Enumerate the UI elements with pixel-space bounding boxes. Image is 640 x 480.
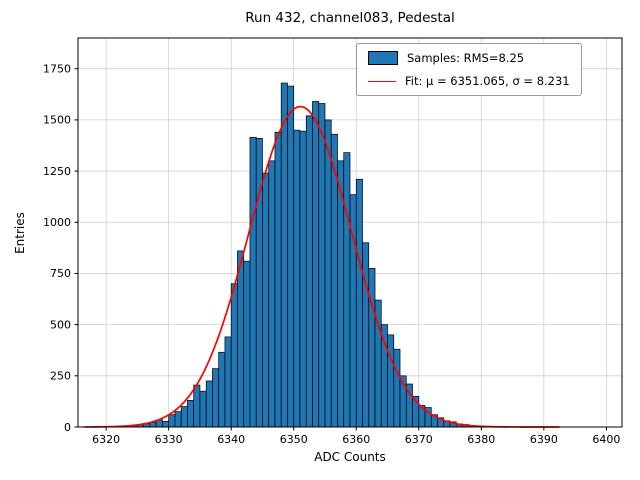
fit-line [84,105,560,428]
histogram-bar [193,384,201,428]
x-axis-label: ADC Counts [314,450,386,464]
fit-line-swatch [368,80,396,82]
x-tick-label: 6330 [155,433,183,446]
histogram-bar [299,130,307,428]
x-tick-label: 6400 [592,433,620,446]
y-tick-label: 1000 [43,216,71,229]
histogram-bar [268,160,276,428]
y-tick-label: 1500 [43,114,71,127]
x-tick-label: 6380 [467,433,495,446]
x-tick-label: 6340 [217,433,245,446]
histogram-bar [174,411,182,428]
histogram-bar [262,172,270,428]
y-tick-label: 250 [50,370,71,383]
histogram-bar [324,119,332,428]
histogram-bar [274,131,282,428]
x-tick-label: 6360 [342,433,370,446]
x-axis-ticks: 6320 6330 6340 6350 6360 6370 6380 6390 6400 [92,427,620,446]
y-axis-ticks: 0 250 500 750 1000 1250 1500 1750 [43,63,78,434]
histogram-bar [393,348,401,428]
histogram-bar [162,420,170,428]
histogram-bar [243,260,251,428]
histogram-bar [293,129,301,428]
histogram-bar [230,283,238,428]
histogram-bar [362,242,370,428]
histogram-bar [312,101,320,428]
histogram-bar [168,414,176,428]
histogram-bars [93,82,476,428]
histogram-bar [205,380,213,428]
fit-curve [84,105,560,428]
histogram-bar [218,351,226,428]
y-tick-label: 0 [64,421,71,434]
histogram-bar [199,390,207,428]
y-tick-label: 1750 [43,63,71,76]
chart-title: Run 432, channel083, Pedestal [245,10,455,26]
histogram-bar [255,137,263,428]
histogram-bar [343,152,351,428]
x-tick-label: 6320 [92,433,120,446]
legend-samples-label: Samples: RMS=8.25 [407,51,525,65]
y-axis-label: Entries [13,212,27,254]
histogram-bar [212,368,220,428]
histogram-bar [249,136,257,428]
histogram-bar [224,336,232,428]
x-tick-label: 6370 [405,433,433,446]
histogram-bar [237,250,245,428]
histogram-bar [355,178,363,428]
histogram-swatch [368,51,398,65]
axes-frame [77,37,623,428]
histogram-bar [305,115,313,428]
histogram-bar [180,406,188,428]
legend-entry-fit: Fit: μ = 6351.065, σ = 8.231 [368,74,570,88]
legend-fit-label: Fit: μ = 6351.065, σ = 8.231 [405,74,570,88]
x-tick-label: 6390 [530,433,558,446]
y-tick-label: 750 [50,267,71,280]
histogram-bar [318,103,326,428]
x-tick-label: 6350 [280,433,308,446]
y-tick-label: 1250 [43,165,71,178]
histogram-bar [287,85,295,428]
legend: Samples: RMS=8.25 Fit: μ = 6351.065, σ =… [356,43,582,96]
histogram-bar [187,400,195,428]
histogram-bar [280,82,288,428]
y-tick-label: 500 [50,318,71,331]
histogram-bar [368,267,376,428]
legend-entry-samples: Samples: RMS=8.25 [368,51,570,65]
histogram-bar [387,334,395,428]
